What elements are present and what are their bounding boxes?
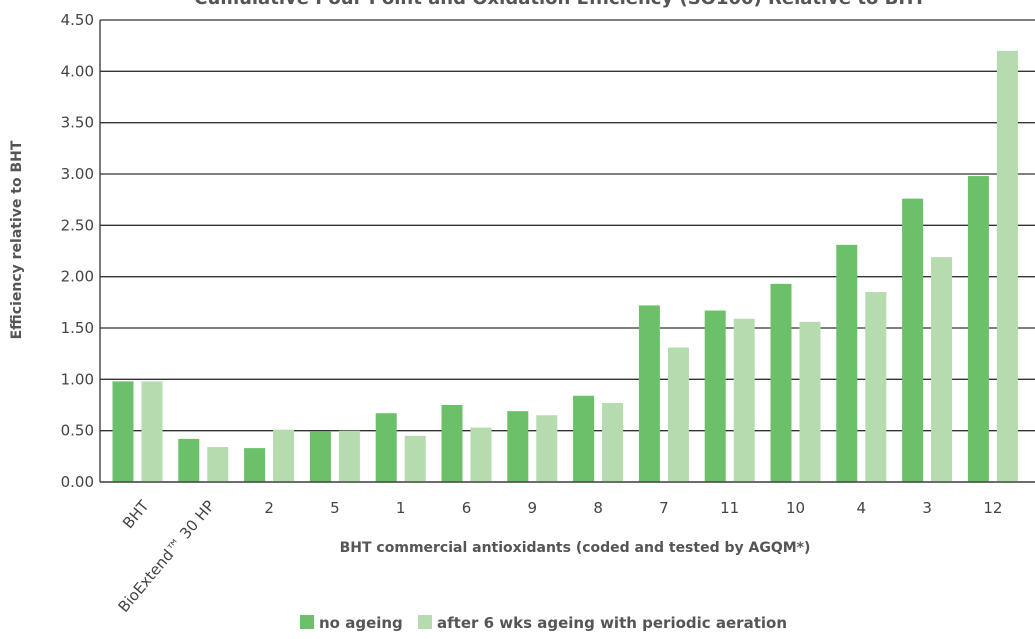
x-tick-label: 12 bbox=[983, 499, 1002, 517]
y-tick-label: 3.00 bbox=[61, 165, 94, 183]
x-tick-label: 5 bbox=[330, 499, 340, 517]
x-tick-label: 7 bbox=[659, 499, 669, 517]
x-tick-label: BHT bbox=[119, 496, 153, 532]
y-tick-label: 1.00 bbox=[61, 370, 94, 388]
bar-no-ageing bbox=[573, 395, 595, 482]
bar-after-ageing bbox=[338, 430, 360, 482]
bar-no-ageing bbox=[507, 411, 529, 482]
bar-after-ageing bbox=[931, 257, 953, 482]
y-tick-label: 0.50 bbox=[61, 422, 94, 440]
y-axis-title: Efficiency relative to BHT bbox=[9, 140, 25, 339]
x-tick-label: 10 bbox=[786, 499, 805, 517]
bar-after-ageing bbox=[536, 415, 558, 482]
bar-no-ageing bbox=[770, 283, 792, 482]
x-tick-label: 4 bbox=[857, 499, 867, 517]
bars bbox=[100, 50, 1035, 483]
y-tick-label: 4.00 bbox=[61, 62, 94, 80]
bar-after-ageing bbox=[667, 347, 689, 482]
bar-no-ageing bbox=[836, 244, 858, 482]
bar-no-ageing bbox=[178, 438, 200, 482]
x-tick-label: 9 bbox=[528, 499, 538, 517]
legend-label-after-ageing: after 6 wks ageing with periodic aeratio… bbox=[437, 614, 787, 632]
y-tick-label: 0.00 bbox=[61, 473, 94, 491]
chart-title: Cumulative Pour Point and Oxidation Effi… bbox=[194, 0, 926, 9]
y-tick-label: 2.50 bbox=[61, 216, 94, 234]
bar-no-ageing bbox=[375, 413, 397, 482]
x-axis-title: BHT commercial antioxidants (coded and t… bbox=[340, 540, 811, 556]
x-tick-label: 8 bbox=[593, 499, 603, 517]
x-tick-label: 11 bbox=[720, 499, 739, 517]
bar-after-ageing bbox=[799, 321, 821, 482]
bar-after-ageing bbox=[996, 50, 1018, 483]
y-tick-label: 4.50 bbox=[61, 11, 94, 29]
x-tick-label: 3 bbox=[922, 499, 932, 517]
y-tick-labels: 0.00 0.50 1.00 1.50 2.00 2.50 3.00 3.50 4.00 4.50 bbox=[61, 11, 94, 491]
bar-after-ageing bbox=[865, 292, 887, 482]
bar-no-ageing bbox=[704, 310, 726, 482]
bar-after-ageing bbox=[733, 318, 755, 482]
x-tick-label: 1 bbox=[396, 499, 406, 517]
y-tick-label: 1.50 bbox=[61, 319, 94, 337]
legend-swatch-no-ageing bbox=[300, 615, 314, 629]
bar-after-ageing bbox=[602, 402, 624, 482]
legend-label-no-ageing: no ageing bbox=[319, 614, 403, 632]
bar-after-ageing bbox=[273, 429, 295, 482]
y-tick-label: 3.50 bbox=[61, 114, 94, 132]
legend-swatch-after-ageing bbox=[418, 615, 432, 629]
bar-after-ageing bbox=[141, 381, 163, 482]
bar-after-ageing bbox=[470, 427, 492, 482]
bar-no-ageing bbox=[244, 448, 266, 482]
bar-no-ageing bbox=[638, 305, 660, 482]
bar-after-ageing bbox=[207, 447, 229, 482]
y-tick-label: 2.00 bbox=[61, 268, 94, 286]
x-tick-label: 6 bbox=[462, 499, 472, 517]
bar-no-ageing bbox=[902, 198, 924, 482]
gridlines bbox=[99, 19, 1035, 483]
bar-no-ageing bbox=[967, 176, 989, 482]
bar-no-ageing bbox=[112, 381, 134, 482]
bar-no-ageing bbox=[441, 405, 463, 482]
bar-after-ageing bbox=[404, 435, 426, 482]
legend: no ageing after 6 wks ageing with period… bbox=[300, 614, 787, 632]
x-tick-label: 2 bbox=[264, 499, 274, 517]
bar-no-ageing bbox=[309, 431, 331, 482]
